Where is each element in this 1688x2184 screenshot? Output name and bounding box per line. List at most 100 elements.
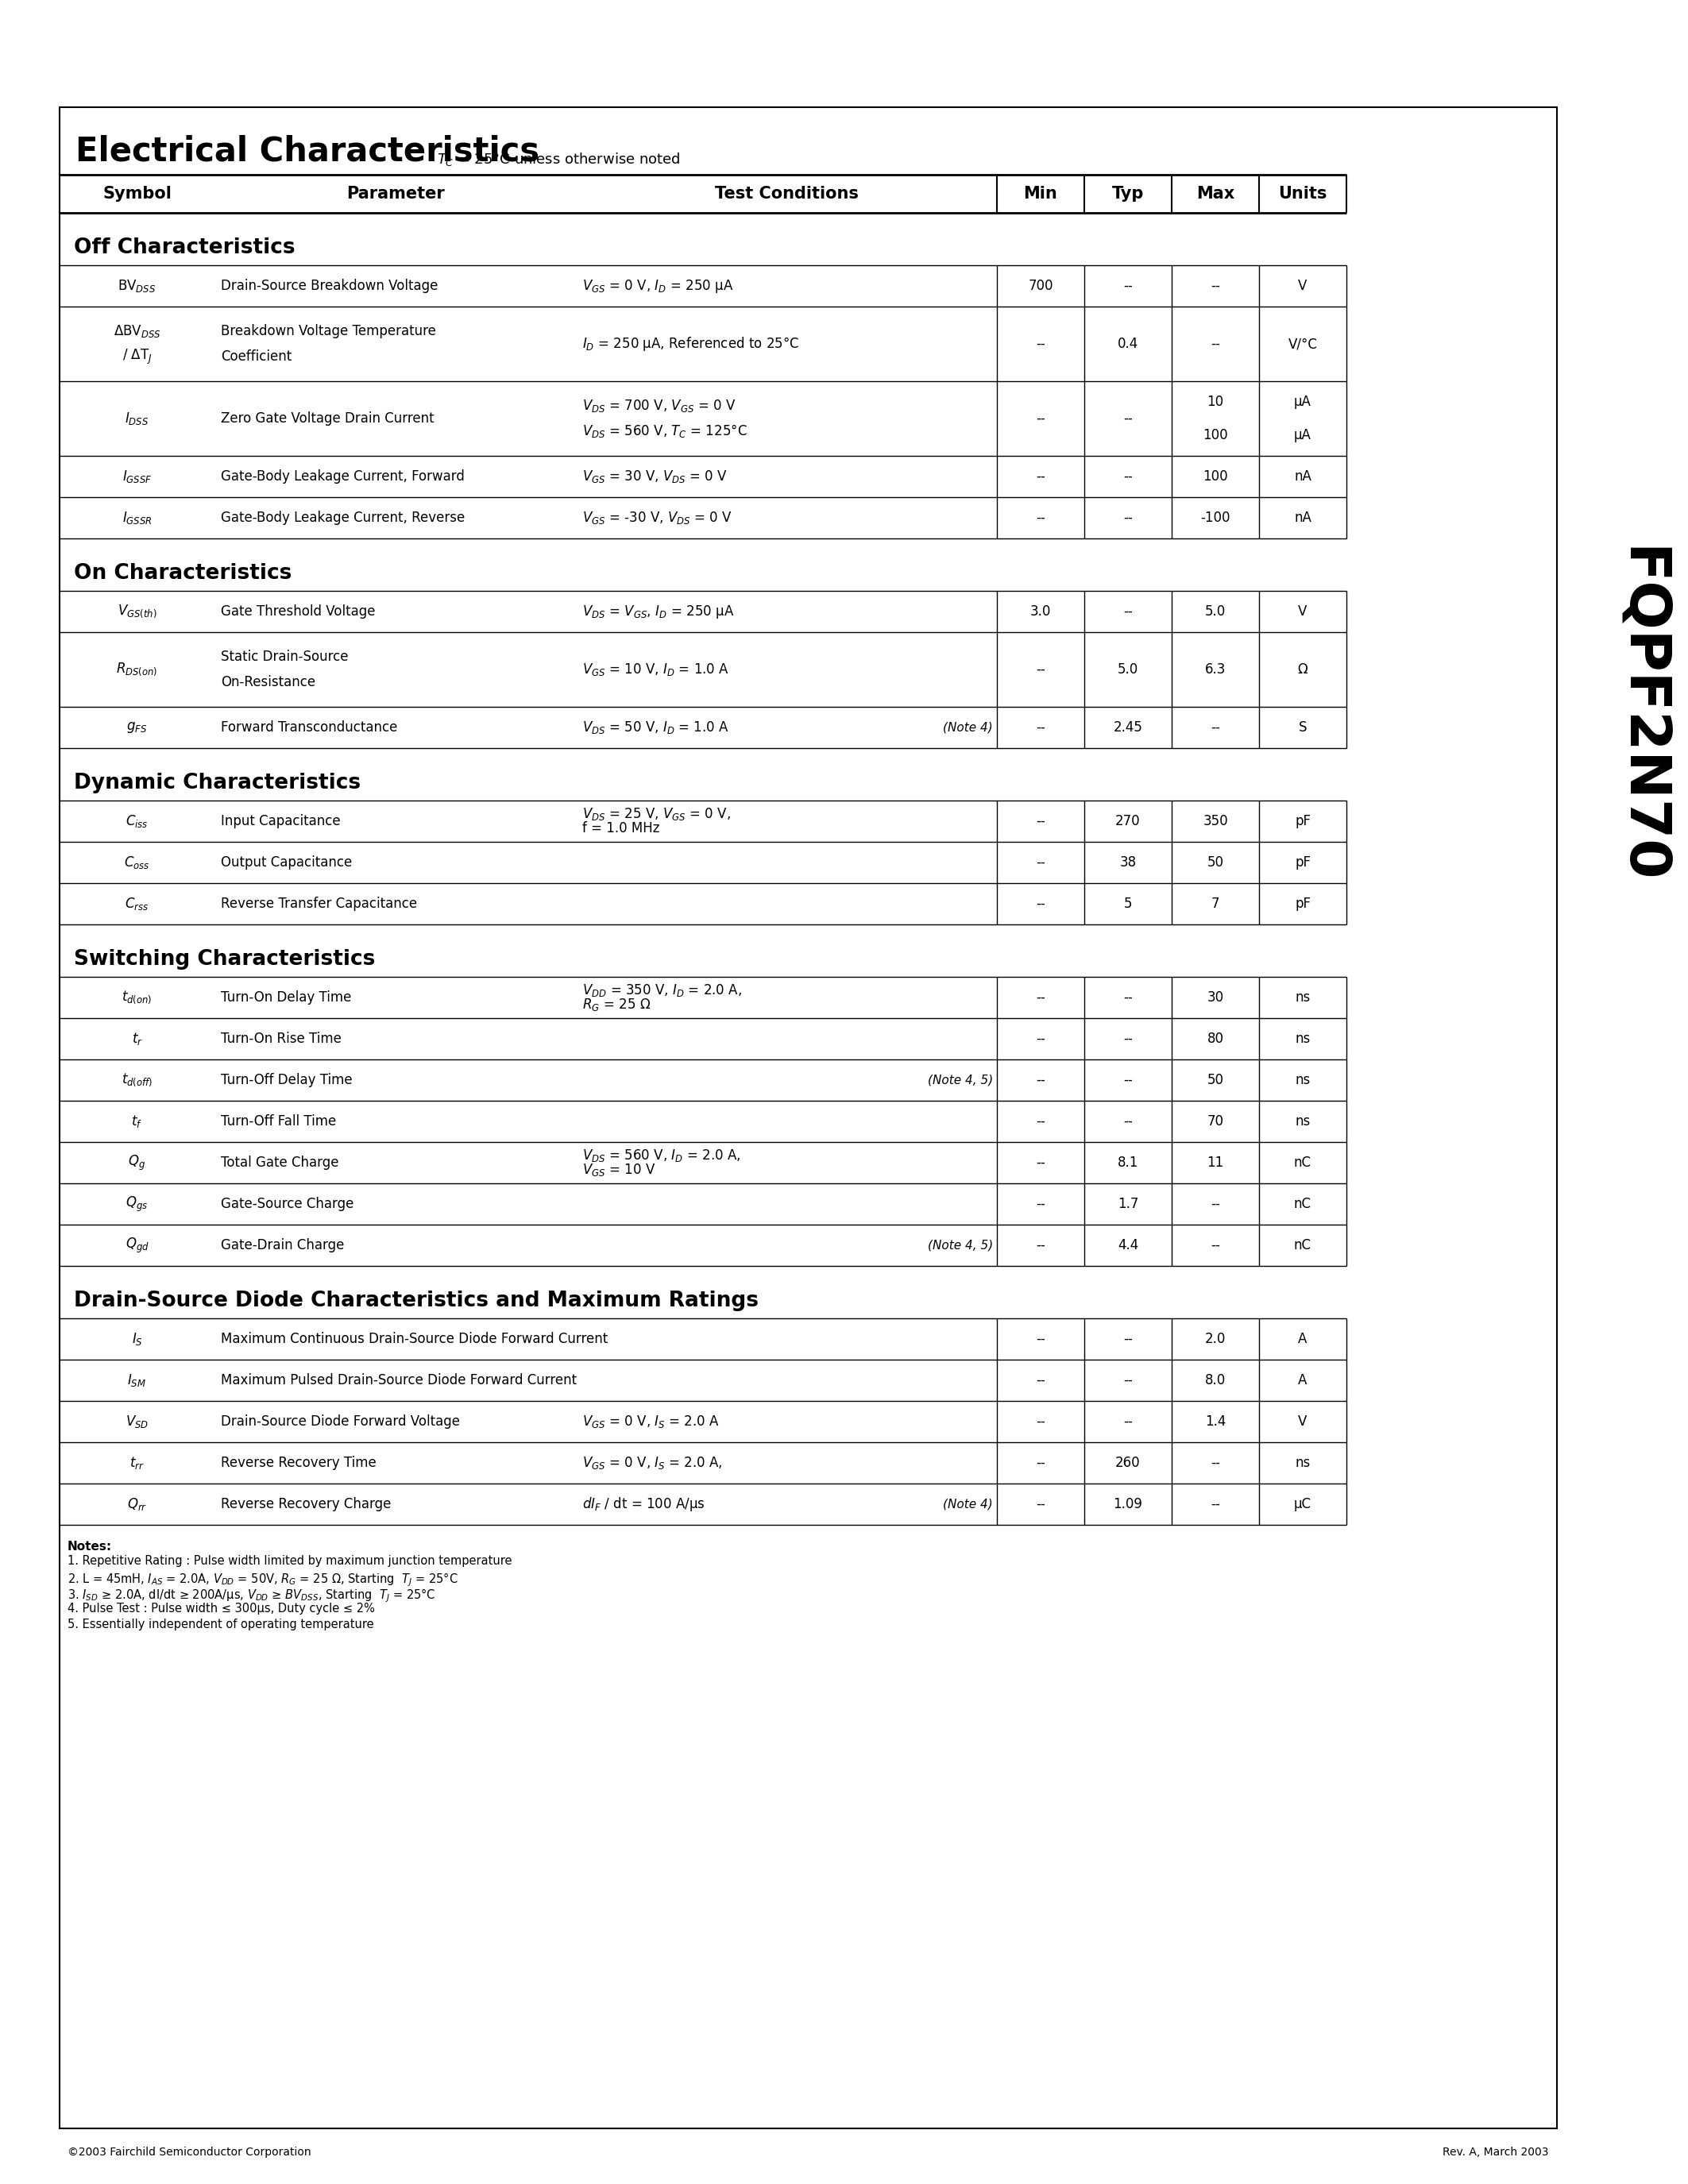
Text: --: --	[1210, 1457, 1220, 1470]
Text: $t_{d(off)}$: $t_{d(off)}$	[122, 1072, 152, 1088]
Text: 350: 350	[1204, 815, 1227, 828]
Text: 30: 30	[1207, 989, 1224, 1005]
Text: Gate-Body Leakage Current, Reverse: Gate-Body Leakage Current, Reverse	[221, 511, 464, 524]
Text: 5.0: 5.0	[1205, 605, 1225, 618]
Text: 70: 70	[1207, 1114, 1224, 1129]
Text: Maximum Continuous Drain-Source Diode Forward Current: Maximum Continuous Drain-Source Diode Fo…	[221, 1332, 608, 1345]
Text: --: --	[1036, 1031, 1045, 1046]
Text: Max: Max	[1197, 186, 1234, 201]
Text: Gate-Source Charge: Gate-Source Charge	[221, 1197, 354, 1212]
Text: 270: 270	[1116, 815, 1141, 828]
Text: Typ: Typ	[1112, 186, 1144, 201]
Text: --: --	[1036, 1374, 1045, 1387]
Text: Gate Threshold Voltage: Gate Threshold Voltage	[221, 605, 375, 618]
Text: 7: 7	[1212, 898, 1219, 911]
Text: $Q_{gs}$: $Q_{gs}$	[127, 1195, 149, 1212]
Text: Parameter: Parameter	[346, 186, 444, 201]
Text: 5.0: 5.0	[1117, 662, 1138, 677]
Text: ns: ns	[1295, 1072, 1310, 1088]
Text: $V_{GS}$ = 10 V: $V_{GS}$ = 10 V	[582, 1162, 655, 1177]
Text: Reverse Transfer Capacitance: Reverse Transfer Capacitance	[221, 898, 417, 911]
Text: 6.3: 6.3	[1205, 662, 1225, 677]
Text: 700: 700	[1028, 280, 1053, 293]
Text: --: --	[1036, 1496, 1045, 1511]
Text: 50: 50	[1207, 1072, 1224, 1088]
Text: $V_{GS}$ = 0 V, $I_S$ = 2.0 A: $V_{GS}$ = 0 V, $I_S$ = 2.0 A	[582, 1413, 719, 1431]
Text: $I_{GSSF}$: $I_{GSSF}$	[122, 470, 152, 485]
Text: ns: ns	[1295, 1031, 1310, 1046]
Text: Output Capacitance: Output Capacitance	[221, 856, 353, 869]
Bar	[59, 107, 1556, 2129]
Text: -100: -100	[1200, 511, 1231, 524]
Text: nC: nC	[1295, 1155, 1312, 1171]
Text: Static Drain-Source: Static Drain-Source	[221, 649, 348, 664]
Text: 11: 11	[1207, 1155, 1224, 1171]
Text: 4. Pulse Test : Pulse width ≤ 300μs, Duty cycle ≤ 2%: 4. Pulse Test : Pulse width ≤ 300μs, Dut…	[68, 1603, 375, 1614]
Text: --: --	[1210, 1197, 1220, 1212]
Text: --: --	[1123, 411, 1133, 426]
Text: $t_r$: $t_r$	[132, 1031, 142, 1046]
Text: V/°C: V/°C	[1288, 336, 1317, 352]
Text: Min: Min	[1023, 186, 1058, 201]
Text: --: --	[1123, 470, 1133, 483]
Text: --: --	[1036, 1457, 1045, 1470]
Text: Test Conditions: Test Conditions	[714, 186, 858, 201]
Text: $C_{oss}$: $C_{oss}$	[125, 854, 150, 871]
Text: Notes:: Notes:	[68, 1540, 111, 1553]
Text: ns: ns	[1295, 1114, 1310, 1129]
Text: 0.4: 0.4	[1117, 336, 1138, 352]
Text: Gate-Drain Charge: Gate-Drain Charge	[221, 1238, 344, 1251]
Text: 8.0: 8.0	[1205, 1374, 1225, 1387]
Text: --: --	[1036, 1114, 1045, 1129]
Text: 100: 100	[1204, 428, 1227, 441]
Text: $V_{GS}$ = 0 V, $I_S$ = 2.0 A,: $V_{GS}$ = 0 V, $I_S$ = 2.0 A,	[582, 1455, 722, 1470]
Text: $I_{SM}$: $I_{SM}$	[128, 1372, 147, 1389]
Text: nA: nA	[1295, 511, 1312, 524]
Text: $V_{DS}$ = 700 V, $V_{GS}$ = 0 V: $V_{DS}$ = 700 V, $V_{GS}$ = 0 V	[582, 397, 736, 413]
Text: 100: 100	[1204, 470, 1227, 483]
Text: μA: μA	[1295, 428, 1312, 441]
Text: 4.4: 4.4	[1117, 1238, 1138, 1251]
Text: --: --	[1123, 989, 1133, 1005]
Text: $R_G$ = 25 Ω: $R_G$ = 25 Ω	[582, 996, 650, 1013]
Text: $t_f$: $t_f$	[132, 1114, 142, 1129]
Text: S: S	[1298, 721, 1307, 734]
Text: $Q_{rr}$: $Q_{rr}$	[127, 1496, 147, 1511]
Text: $C_{iss}$: $C_{iss}$	[125, 812, 149, 830]
Text: $V_{GS}$ = 10 V, $I_D$ = 1.0 A: $V_{GS}$ = 10 V, $I_D$ = 1.0 A	[582, 662, 729, 677]
Text: Units: Units	[1278, 186, 1327, 201]
Text: --: --	[1123, 511, 1133, 524]
Text: nC: nC	[1295, 1238, 1312, 1251]
Text: pF: pF	[1295, 856, 1310, 869]
Text: 5: 5	[1124, 898, 1133, 911]
Text: Drain-Source Diode Characteristics and Maximum Ratings: Drain-Source Diode Characteristics and M…	[74, 1291, 758, 1310]
Text: --: --	[1123, 1374, 1133, 1387]
Text: Electrical Characteristics: Electrical Characteristics	[76, 133, 540, 168]
Text: --: --	[1036, 511, 1045, 524]
Text: --: --	[1036, 815, 1045, 828]
Text: A: A	[1298, 1374, 1307, 1387]
Text: --: --	[1123, 1031, 1133, 1046]
Text: A: A	[1298, 1332, 1307, 1345]
Text: Dynamic Characteristics: Dynamic Characteristics	[74, 773, 361, 793]
Text: $g_{FS}$: $g_{FS}$	[127, 721, 147, 734]
Text: V: V	[1298, 605, 1307, 618]
Text: $V_{DS}$ = 560 V, $T_C$ = 125°C: $V_{DS}$ = 560 V, $T_C$ = 125°C	[582, 424, 748, 439]
Text: 1.4: 1.4	[1205, 1415, 1225, 1428]
Text: --: --	[1036, 411, 1045, 426]
Text: (Note 4): (Note 4)	[944, 1498, 993, 1509]
Text: Turn-On Rise Time: Turn-On Rise Time	[221, 1031, 341, 1046]
Text: V: V	[1298, 1415, 1307, 1428]
Text: --: --	[1210, 336, 1220, 352]
Text: f = 1.0 MHz: f = 1.0 MHz	[582, 821, 660, 834]
Text: $t_{d(on)}$: $t_{d(on)}$	[122, 989, 152, 1005]
Text: 2. L = 45mH, $I_{AS}$ = 2.0A, $V_{DD}$ = 50V, $R_G$ = 25 Ω, Starting  $T_J$ = 25: 2. L = 45mH, $I_{AS}$ = 2.0A, $V_{DD}$ =…	[68, 1570, 457, 1588]
Text: $dI_F$ / dt = 100 A/μs: $dI_F$ / dt = 100 A/μs	[582, 1496, 706, 1514]
Text: Total Gate Charge: Total Gate Charge	[221, 1155, 339, 1171]
Text: --: --	[1210, 1238, 1220, 1251]
Text: 8.1: 8.1	[1117, 1155, 1138, 1171]
Text: --: --	[1036, 336, 1045, 352]
Text: 50: 50	[1207, 856, 1224, 869]
Text: ns: ns	[1295, 989, 1310, 1005]
Text: / ΔT$_J$: / ΔT$_J$	[122, 347, 152, 365]
